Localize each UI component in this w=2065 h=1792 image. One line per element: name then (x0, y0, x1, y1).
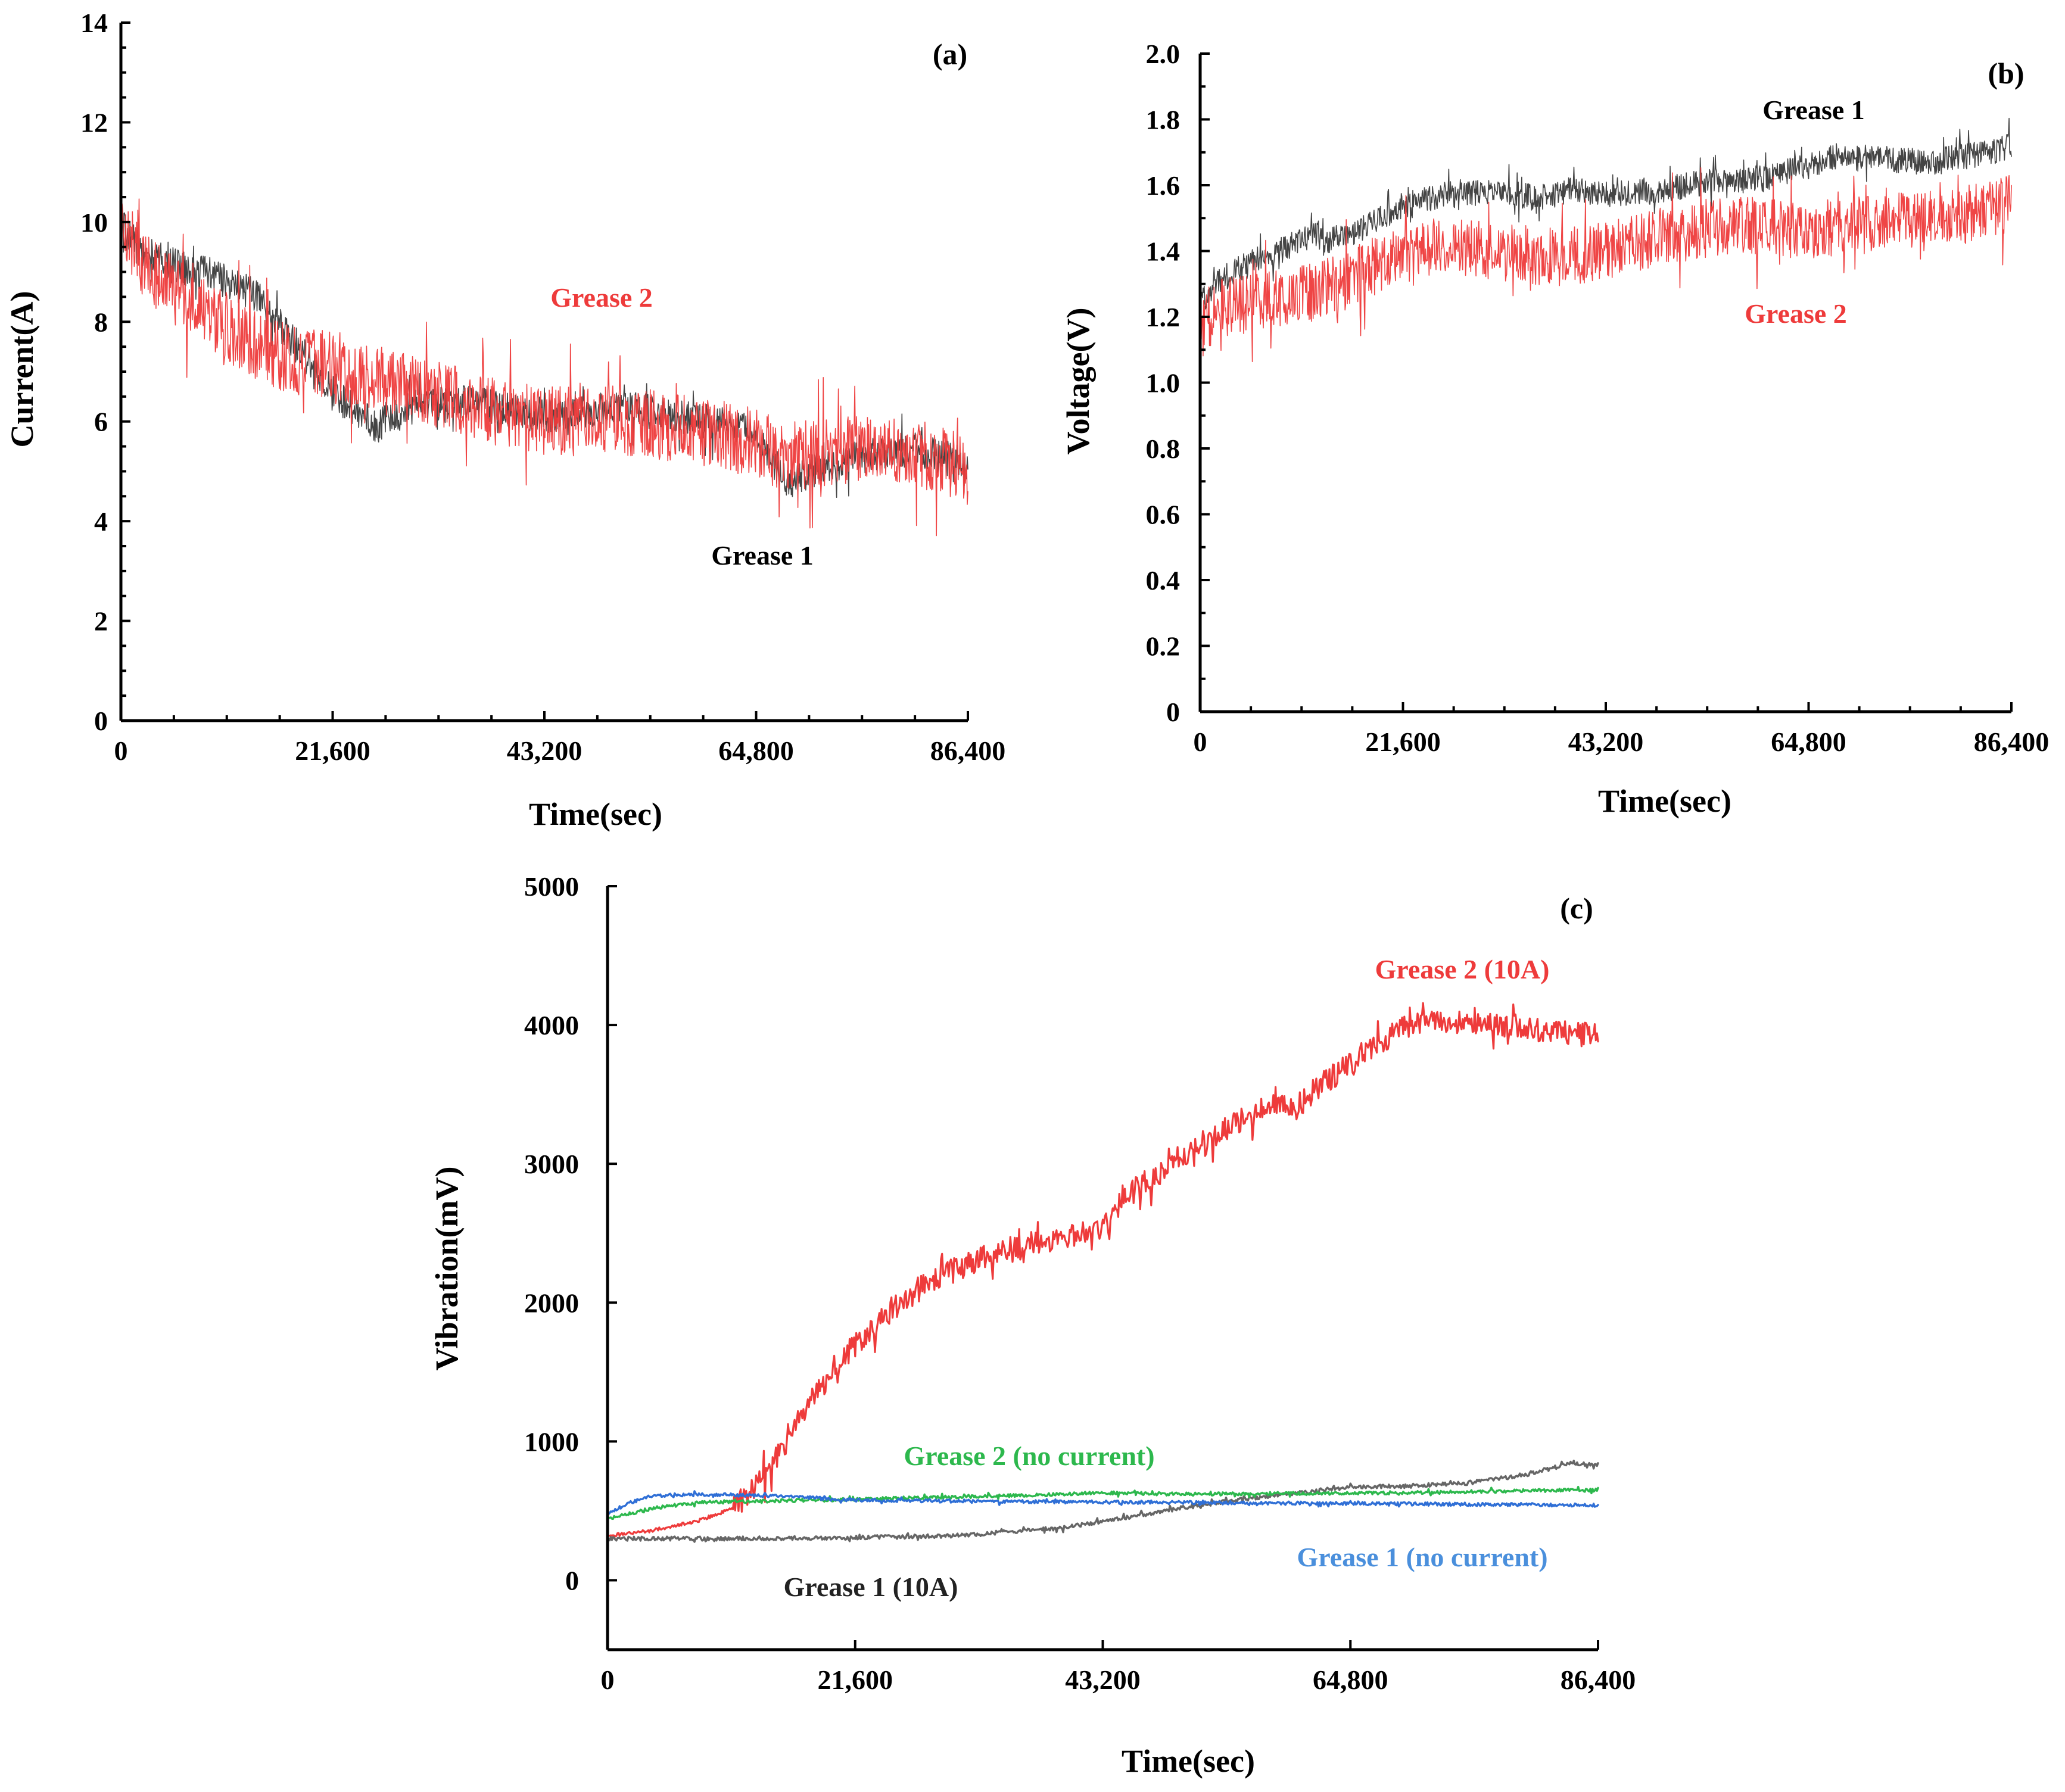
x-tick-label: 43,200 (507, 736, 583, 766)
chart-panel-c: 0 21,600 43,200 64,800 86,400 0 1000 2000 3000 40… (429, 871, 1636, 1779)
y-tick-label: 0 (94, 706, 108, 736)
series-label-grease-1-10a-c: Grease 1 (10A) (784, 1572, 958, 1602)
y-tick-label: 14 (80, 8, 108, 38)
y-tick-label: 0.4 (1146, 565, 1181, 596)
x-tick-label: 86,400 (1974, 727, 2050, 757)
series-label-grease-2-a: Grease 2 (550, 282, 653, 313)
series-line-grease-2 (120, 198, 968, 721)
y-tick-label: 1.6 (1146, 170, 1181, 201)
x-tick-label: 0 (601, 1665, 615, 1695)
series-label-grease-2-10a-c: Grease 2 (10A) (1375, 954, 1550, 984)
panel-label-c: (c) (1560, 892, 1593, 925)
y-tick-label: 12 (80, 107, 108, 138)
series-line-grease-1 (1200, 117, 2012, 712)
x-tick-label: 86,400 (930, 736, 1006, 766)
series-label-grease-1-b: Grease 1 (1762, 95, 1865, 125)
x-tick-label: 21,600 (818, 1665, 893, 1695)
y-tick-label: 3000 (524, 1149, 579, 1179)
series-label-grease-1-a: Grease 1 (711, 540, 814, 571)
series-line-grease-2-no-current (606, 1485, 1599, 1520)
y-tick-label: 2.0 (1146, 39, 1181, 69)
x-tick-label: 64,800 (1313, 1665, 1388, 1695)
x-tick-label: 86,400 (1561, 1665, 1636, 1695)
y-tick-label: 2 (94, 606, 108, 637)
y-tick-label: 0 (1166, 697, 1180, 727)
series-label-grease-1-no-current-c: Grease 1 (no current) (1297, 1542, 1547, 1572)
chart-panel-b: 0 21,600 43,200 64,800 86,400 0 0.2 0.4 0.6 0.8 1.… (1060, 39, 2049, 819)
x-tick-label: 43,200 (1065, 1665, 1141, 1695)
y-tick-label: 2000 (524, 1288, 579, 1318)
x-tick-label: 21,600 (1365, 727, 1441, 757)
y-axis-title-b: Voltage(V) (1060, 308, 1096, 455)
series-line-grease-1-10a (606, 1459, 1599, 1543)
y-tick-label: 0 (565, 1565, 579, 1595)
y-axis-title-c: Vibration(mV) (429, 1167, 465, 1371)
panel-label-b: (b) (1988, 57, 2024, 90)
y-tick-label: 5000 (524, 871, 579, 902)
x-tick-label: 43,200 (1568, 727, 1644, 757)
y-tick-label: 1.8 (1146, 105, 1181, 135)
x-axis-title-c: Time(sec) (1122, 1743, 1255, 1779)
y-axis-title-a: Current(A) (4, 291, 40, 448)
chart-panel-a: 0 21,600 43,200 64,800 86,400 0 2 4 6 8 10 12 14 (a)… (4, 8, 1005, 832)
y-tick-label: 10 (80, 207, 108, 238)
y-tick-label: 4 (94, 506, 108, 537)
series-label-grease-2-b: Grease 2 (1745, 298, 1847, 329)
x-tick-label: 0 (1194, 727, 1207, 757)
y-tick-label: 4000 (524, 1010, 579, 1040)
x-axis-title-b: Time(sec) (1598, 783, 1731, 819)
panel-label-a: (a) (933, 38, 967, 71)
x-tick-label: 64,800 (1771, 727, 1846, 757)
series-line-grease-1 (120, 205, 968, 721)
series-label-grease-2-no-current-c: Grease 2 (no current) (904, 1441, 1154, 1471)
x-tick-label: 0 (114, 736, 128, 766)
y-tick-label: 0.8 (1146, 434, 1181, 464)
y-tick-label: 0.2 (1146, 631, 1181, 662)
y-tick-label: 6 (94, 407, 108, 437)
y-tick-label: 1.0 (1146, 368, 1181, 398)
series-line-grease-1-no-current (606, 1490, 1599, 1516)
y-tick-label: 8 (94, 307, 108, 337)
x-tick-label: 64,800 (718, 736, 794, 766)
series-line-grease-2-10a (606, 1002, 1599, 1538)
x-tick-label: 21,600 (295, 736, 370, 766)
y-tick-label: 0.6 (1146, 500, 1181, 530)
x-axis-title-a: Time(sec) (529, 796, 662, 832)
y-tick-label: 1000 (524, 1426, 579, 1457)
y-tick-label: 1.2 (1146, 302, 1181, 332)
series-line-grease-2 (1200, 167, 2012, 712)
y-tick-label: 1.4 (1146, 236, 1181, 267)
